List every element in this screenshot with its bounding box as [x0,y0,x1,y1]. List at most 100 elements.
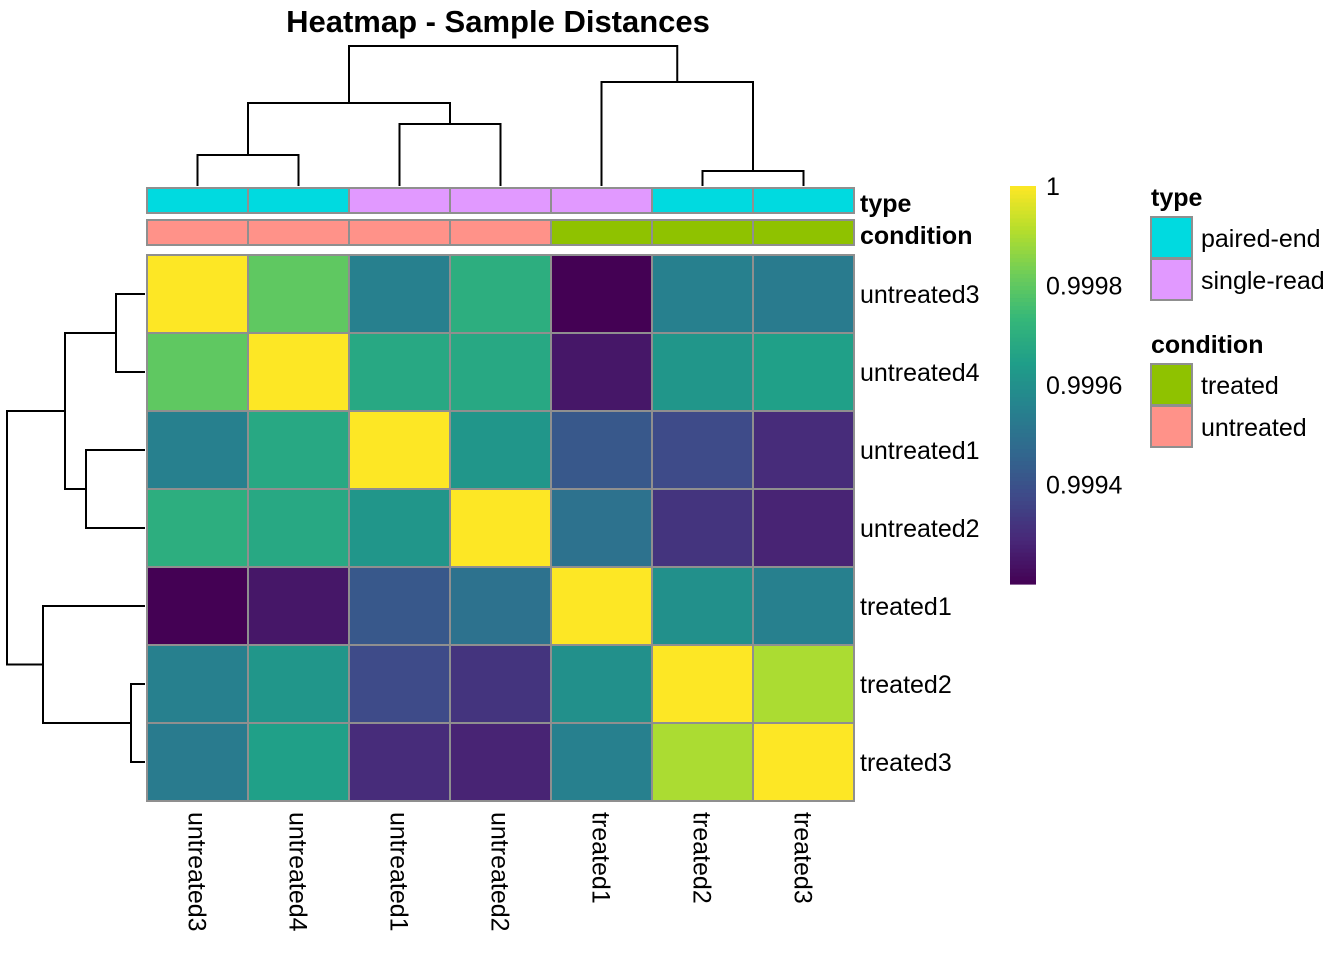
annotation-cell-type [247,187,350,214]
legend-swatch-type [1150,258,1193,301]
annotation-cell-type [651,187,754,214]
colorbar-segment [1010,464,1036,470]
colorbar-segment [1010,500,1036,505]
colorbar-segment [1010,277,1036,283]
heatmap-cells [146,254,855,802]
colorbar-segment [1010,353,1036,358]
heatmap-cell [146,254,249,334]
colorbar-segment [1010,476,1036,482]
colorbar-segment [1010,237,1036,243]
heatmap-cell [146,566,249,646]
colorbar-segment [1010,548,1036,553]
legend-title-condition: condition [1151,331,1263,359]
legend-swatch-condition [1150,363,1193,406]
chart-title: Heatmap - Sample Distances [286,4,710,39]
colorbar-segment [1010,472,1036,478]
heatmap-cell [146,644,249,724]
dendrogram-branch [130,683,145,763]
heatmap-cell [348,332,451,412]
colorbar-segment [1010,408,1036,414]
colorbar-segment [1010,385,1036,390]
row-label: treated1 [860,593,952,621]
column-label: treated2 [688,812,716,904]
legend-label-condition: treated [1201,372,1279,400]
colorbar-segment [1010,452,1036,458]
colorbar-tick-label: 1 [1046,173,1060,201]
heatmap-cell [651,644,754,724]
heatmap-cell [550,488,653,568]
heatmap-cell [247,332,350,412]
heatmap-cell [146,722,249,802]
heatmap-cell [752,722,855,802]
heatmap-cell [550,644,653,724]
dendrogram-branch [42,605,145,724]
colorbar-segment [1010,301,1036,306]
colorbar-segment [1010,504,1036,509]
dendrogram-branch [348,45,679,103]
legend-label-condition: untreated [1201,414,1307,442]
colorbar-segment [1010,341,1036,346]
colorbar-segment [1010,444,1036,450]
colorbar-segment [1010,349,1036,354]
column-dendrogram [196,45,805,186]
row-labels: untreated3 untreated4 untreated1 untreated2… [860,281,980,777]
colorbar-segment [1010,484,1036,490]
heatmap-cell [550,722,653,802]
heatmap-cell [449,332,552,412]
colorbar-segment [1010,193,1036,199]
heatmap-cell [752,410,855,490]
colorbar-tick-label: 0.9998 [1046,273,1122,301]
heatmap-cell [247,722,350,802]
colorbar-segment [1010,436,1036,442]
colorbar-segment [1010,305,1036,310]
row-label: untreated4 [860,359,980,387]
colorbar-segment [1010,186,1036,191]
colorbar-segment [1010,309,1036,314]
colorbar: 0.9994 0.9996 0.9998 1 [1010,173,1123,585]
heatmap-cell [247,488,350,568]
column-label: untreated2 [486,812,514,932]
colorbar-segment [1010,396,1036,402]
annotation-label-condition: condition [860,222,972,250]
colorbar-segment [1010,524,1036,529]
colorbar-segment [1010,329,1036,334]
colorbar-segment [1010,381,1036,386]
dendrogram-branch [85,449,145,529]
annotation-bars: type condition [146,187,972,250]
heatmap-cell [449,644,552,724]
column-label: treated1 [587,812,615,904]
colorbar-segment [1010,580,1036,585]
colorbar-segment [1010,201,1036,207]
colorbar-segment [1010,365,1036,370]
column-label: untreated1 [385,812,413,932]
colorbar-segment [1010,257,1036,263]
annotation-cell-type [752,187,855,214]
heatmap-cell [449,488,552,568]
row-dendrogram [6,293,145,763]
heatmap-cell [752,488,855,568]
heatmap-cell [752,254,855,334]
colorbar-segment [1010,404,1036,410]
annotation-cell-condition [550,219,653,246]
annotation-cell-condition [247,219,350,246]
colorbar-segment [1010,516,1036,521]
colorbar-segment [1010,217,1036,223]
annotation-cell-condition [651,219,754,246]
heatmap-cell [247,410,350,490]
colorbar-segment [1010,528,1036,533]
colorbar-segment [1010,420,1036,426]
heatmap-cell [651,488,754,568]
annotation-legend: type paired-end single-read condition treate… [1150,184,1325,448]
colorbar-tick-label: 0.9996 [1046,372,1122,400]
annotation-label-type: type [860,190,912,218]
colorbar-tick-label: 0.9994 [1046,472,1123,500]
annotation-cell-condition [752,219,855,246]
heatmap-cell [247,644,350,724]
colorbar-segment [1010,456,1036,462]
legend-title-type: type [1151,184,1203,212]
colorbar-segment [1010,432,1036,438]
colorbar-segment [1010,317,1036,322]
heatmap-cell [348,488,451,568]
colorbar-segment [1010,357,1036,362]
